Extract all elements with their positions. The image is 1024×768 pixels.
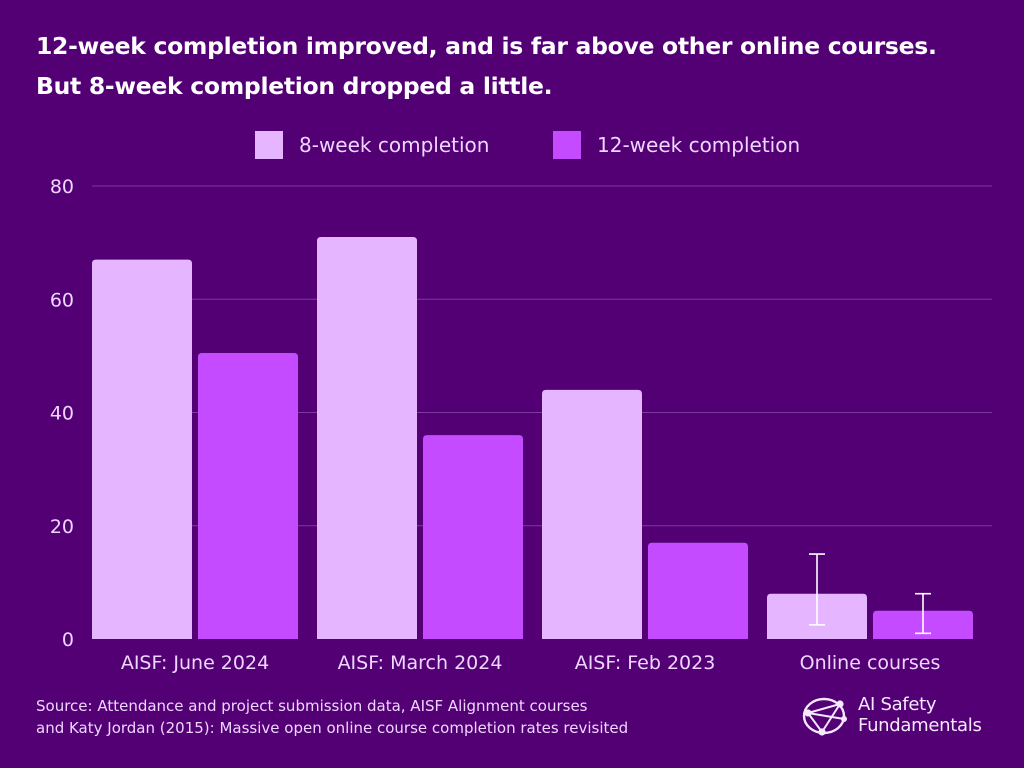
bar	[317, 236, 417, 639]
x-tick-label: Online courses	[800, 652, 941, 674]
legend-label: 12-week completion	[597, 133, 800, 157]
bar	[92, 259, 192, 639]
x-tick-label: AISF: Feb 2023	[575, 652, 716, 674]
bar	[542, 389, 642, 639]
bar	[423, 435, 523, 639]
source-note: Source: Attendance and project submissio…	[36, 695, 628, 739]
legend-swatch	[553, 131, 581, 159]
chart-title: 12-week completion improved, and is far …	[36, 26, 996, 106]
bar	[648, 542, 748, 639]
source-line-1: Source: Attendance and project submissio…	[36, 697, 588, 715]
x-tick-label: AISF: March 2024	[338, 652, 503, 674]
logo-text-line-2: Fundamentals	[858, 715, 982, 736]
y-tick-label: 60	[50, 289, 74, 311]
x-tick-label: AISF: June 2024	[121, 652, 269, 674]
logo-wordmark: AI Safety Fundamentals	[858, 694, 982, 736]
bar	[198, 353, 298, 639]
chart-title-line-2: But 8-week completion dropped a little.	[36, 72, 553, 100]
bar-chart: 0 20 40 60 80 AISF: June 2024 AISF: March 2024…	[50, 131, 992, 674]
brand-logo: AI Safety Fundamentals	[800, 692, 1000, 740]
legend-label: 8-week completion	[299, 133, 489, 157]
y-tick-label: 0	[62, 629, 74, 651]
y-tick-label: 80	[50, 176, 74, 198]
network-logo-icon	[802, 697, 847, 736]
source-line-2: and Katy Jordan (2015): Massive open onl…	[36, 719, 629, 737]
chart-title-line-1: 12-week completion improved, and is far …	[36, 32, 937, 60]
y-tick-label: 20	[50, 516, 74, 538]
legend-swatch	[255, 131, 283, 159]
y-tick-label: 40	[50, 403, 74, 425]
logo-text-line-1: AI Safety	[858, 694, 937, 715]
